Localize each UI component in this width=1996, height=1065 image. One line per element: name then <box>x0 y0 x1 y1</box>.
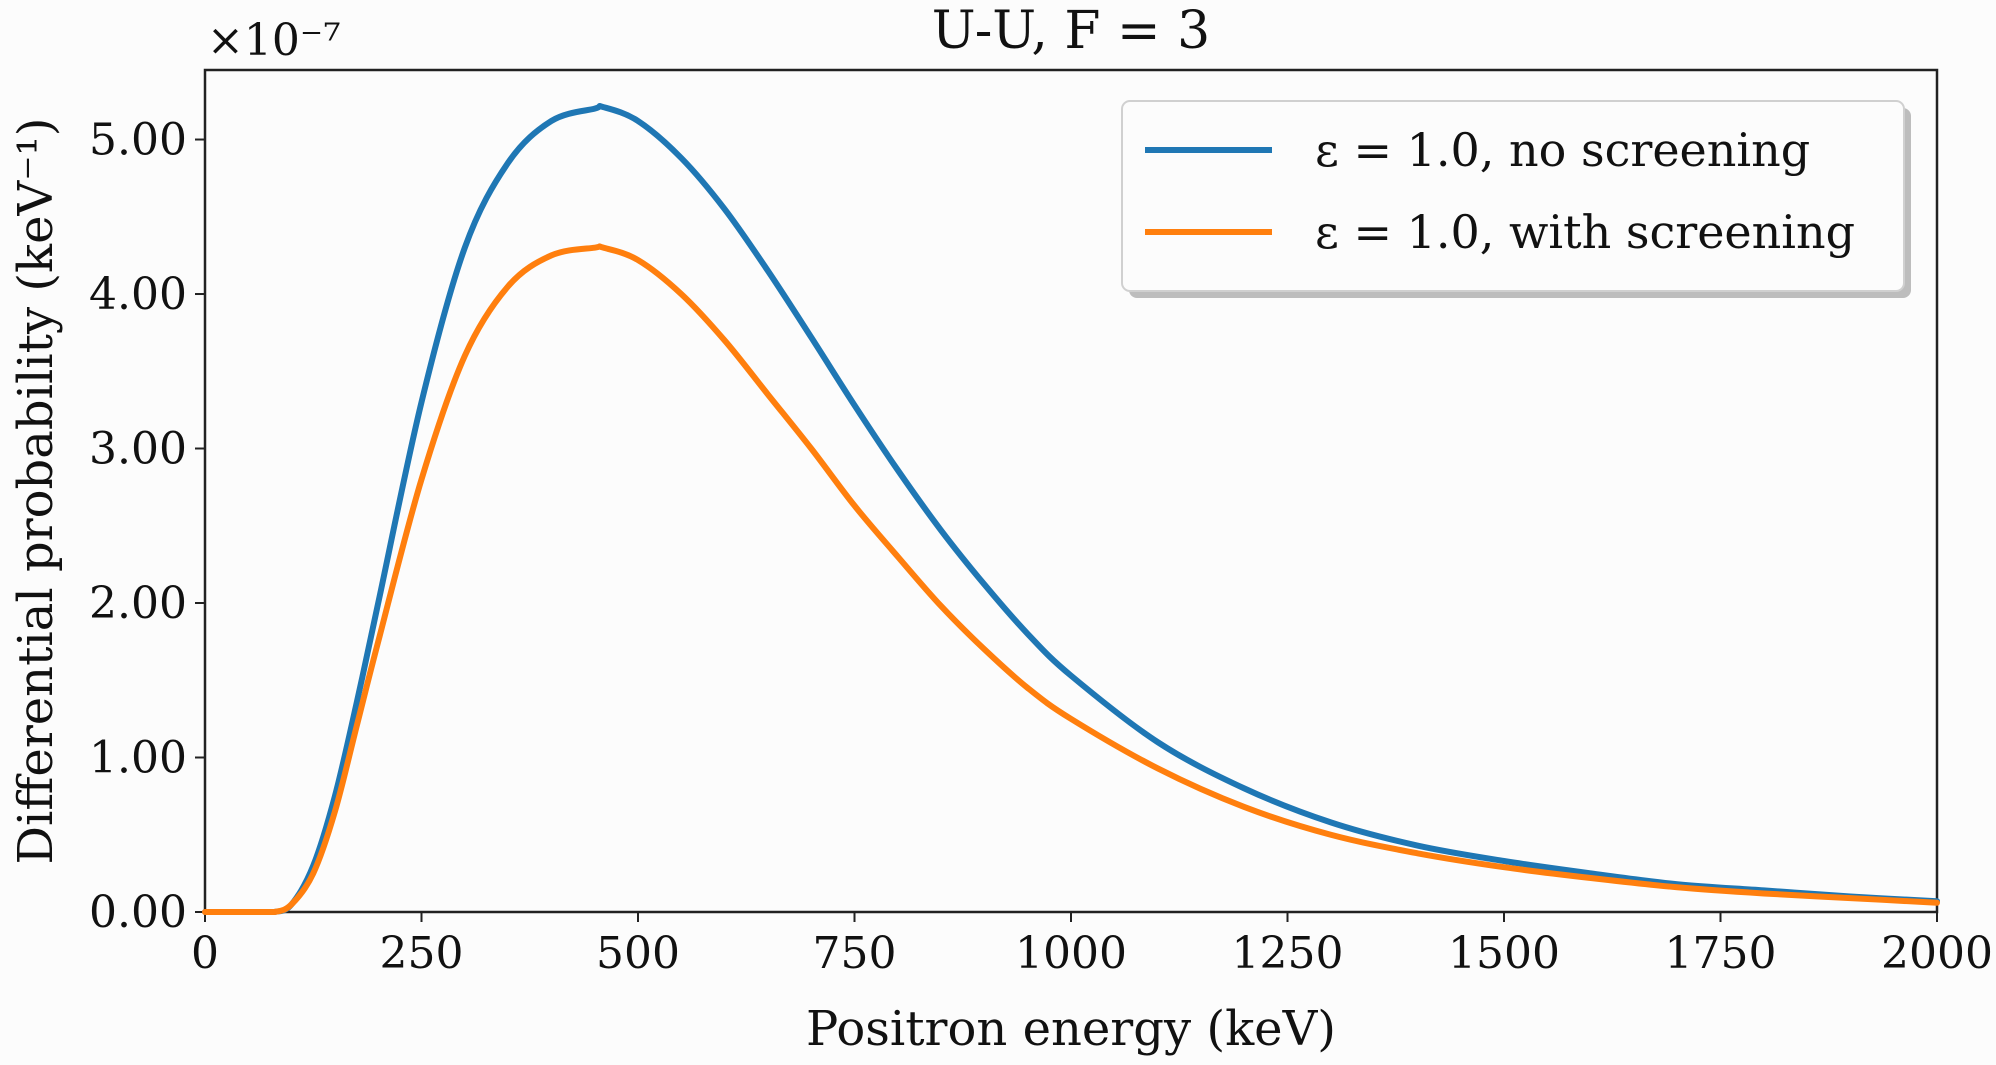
x-tick-label: 1500 <box>1448 928 1560 979</box>
y-tick-label: 5.00 <box>89 115 187 166</box>
x-tick-label: 500 <box>596 928 680 979</box>
x-axis-label: Positron energy (keV) <box>806 1001 1336 1057</box>
series-lines <box>202 103 1940 915</box>
y-tick-label: 1.00 <box>89 733 187 784</box>
x-tick-label: 2000 <box>1881 928 1993 979</box>
y-tick-label: 0.00 <box>89 887 187 938</box>
legend-box <box>1121 100 1905 292</box>
y-tick-label: 4.00 <box>89 269 187 320</box>
series-line-no-screening <box>202 103 1940 915</box>
x-tick-label: 750 <box>813 928 897 979</box>
legend-label-with-screening: ε = 1.0, with screening <box>1315 205 1855 259</box>
x-tick-label: 0 <box>191 928 219 979</box>
y-tick-label: 3.00 <box>89 424 187 475</box>
x-tick-label: 1000 <box>1015 928 1127 979</box>
y-axis: 0.00 1.00 2.00 3.00 4.00 5.00 <box>89 115 205 938</box>
x-tick-label: 250 <box>380 928 464 979</box>
x-tick-label: 1750 <box>1665 928 1777 979</box>
legend: ε = 1.0, no screening ε = 1.0, with scre… <box>1121 100 1911 298</box>
x-axis: 0 250 500 750 1000 1250 1500 1750 2000 <box>191 912 1993 979</box>
x-tick-label: 1250 <box>1232 928 1344 979</box>
legend-label-no-screening: ε = 1.0, no screening <box>1315 123 1810 177</box>
y-scale-label: ×10⁻⁷ <box>207 15 341 66</box>
series-line-with-screening <box>202 243 1940 915</box>
chart-title: U-U, F = 3 <box>932 1 1210 61</box>
y-tick-label: 2.00 <box>89 578 187 629</box>
y-axis-label: Differential probability (keV⁻¹) <box>8 117 64 864</box>
